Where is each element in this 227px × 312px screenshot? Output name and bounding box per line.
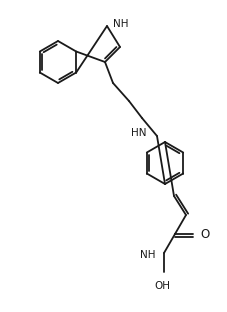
- Text: HN: HN: [131, 128, 146, 138]
- Text: NH: NH: [113, 19, 128, 29]
- Text: NH: NH: [140, 250, 155, 260]
- Text: O: O: [199, 227, 208, 241]
- Text: OH: OH: [153, 281, 169, 291]
